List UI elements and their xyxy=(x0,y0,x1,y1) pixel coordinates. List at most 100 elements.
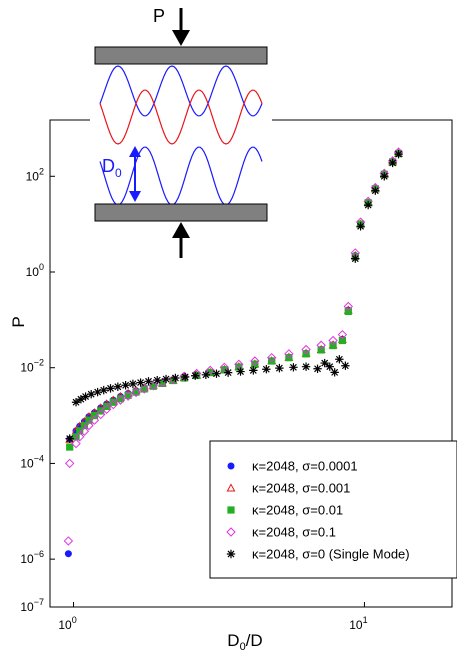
inset-gap-arrowhead-down xyxy=(129,191,141,202)
data-point-star xyxy=(128,379,138,389)
data-point-star xyxy=(191,371,200,380)
data-point-star xyxy=(113,382,123,391)
legend-box xyxy=(209,440,457,579)
inset-top-plate xyxy=(94,46,268,65)
data-point-square xyxy=(251,360,259,368)
data-point-diamond xyxy=(139,384,149,394)
data-point-star xyxy=(313,364,322,373)
y-axis-label: P xyxy=(9,316,28,327)
inset-bottom-wave xyxy=(99,146,263,206)
data-point-star xyxy=(320,358,329,368)
data-point-star xyxy=(371,186,380,195)
legend-label: κ=2048, σ=0 (Single Mode) xyxy=(252,547,410,562)
data-point-square xyxy=(206,369,214,377)
data-point-square xyxy=(220,366,228,374)
y-tick-label: 10−6 xyxy=(20,549,44,566)
legend-marker-triangle xyxy=(226,483,236,492)
data-point-diamond xyxy=(96,409,106,420)
data-point-diamond xyxy=(101,404,112,415)
data-point-square xyxy=(344,307,352,316)
inset-force-label: P xyxy=(153,6,165,26)
data-point-diamond xyxy=(234,359,244,369)
data-point-star xyxy=(65,434,74,443)
data-point-diamond xyxy=(316,340,326,350)
data-point-diamond xyxy=(84,420,94,431)
data-point-diamond xyxy=(79,426,90,436)
series-star xyxy=(65,149,403,443)
data-point-star xyxy=(335,355,344,364)
data-point-star xyxy=(330,368,339,377)
legend-marker-star xyxy=(226,549,236,559)
data-point-diamond xyxy=(148,381,158,391)
data-point-square xyxy=(76,427,84,435)
legend-marker-diamond xyxy=(226,527,236,537)
x-tick-label: 101 xyxy=(349,615,367,632)
data-point-square xyxy=(132,388,140,396)
data-point-diamond xyxy=(131,387,141,398)
x-tick-label: 100 xyxy=(58,615,76,632)
inset-schematic: P D0 xyxy=(90,4,272,258)
legend: κ=2048, σ=0.0001 κ=2048, σ=0.001 κ=2048, σ… xyxy=(209,440,457,579)
data-point-diamond xyxy=(250,356,260,366)
y-tick-label: 10−7 xyxy=(20,597,44,614)
legend-marker-square xyxy=(227,506,235,514)
data-point-star xyxy=(356,222,365,231)
data-point-square xyxy=(109,398,117,406)
data-point-diamond xyxy=(337,329,348,340)
data-point-star xyxy=(223,368,233,377)
data-point-star xyxy=(388,158,397,168)
data-point-star xyxy=(171,373,180,383)
data-point-star xyxy=(161,374,171,384)
data-point-star xyxy=(301,362,311,371)
data-point-star xyxy=(81,392,90,401)
data-point-square xyxy=(329,341,337,350)
data-point-star xyxy=(180,372,190,382)
inset-gap-label: D0 xyxy=(102,156,122,180)
x-axis-label: D0/D xyxy=(227,631,262,653)
data-point-star xyxy=(351,254,360,263)
data-point-star xyxy=(86,389,96,399)
inset-middle-wave xyxy=(99,89,263,145)
data-point-diamond xyxy=(74,432,85,442)
data-point-square xyxy=(140,385,148,393)
series-layer xyxy=(63,147,404,558)
data-point-diamond xyxy=(343,301,353,312)
data-point-star xyxy=(106,384,115,393)
y-tick-label: 10−4 xyxy=(20,453,44,470)
data-point-diamond xyxy=(157,377,168,388)
inset-bottom-plate xyxy=(94,203,268,222)
legend-entries: κ=2048, σ=0.0001 κ=2048, σ=0.001 κ=2048, σ… xyxy=(226,459,410,562)
data-point-square xyxy=(103,402,111,411)
data-point-star xyxy=(363,200,373,210)
data-point-star xyxy=(71,398,81,407)
legend-label: κ=2048, σ=0.1 xyxy=(252,525,336,540)
data-point-square xyxy=(116,395,125,403)
data-point-diamond xyxy=(115,395,126,405)
y-axis-ticks: 10−7 10−6 10−4 10−2 100 102 xyxy=(20,166,55,614)
data-point-square xyxy=(66,443,74,451)
data-point-diamond xyxy=(63,536,74,546)
data-point-diamond xyxy=(267,352,277,363)
data-point-star xyxy=(212,369,221,378)
data-point-circle xyxy=(64,550,72,558)
data-point-star xyxy=(275,363,284,373)
data-point-star xyxy=(289,363,298,372)
data-point-star xyxy=(136,378,145,387)
data-point-diamond xyxy=(89,415,100,425)
data-point-diamond xyxy=(108,399,119,410)
legend-label: κ=2048, σ=0.001 xyxy=(252,481,350,496)
x-axis-ticks: 100 101 xyxy=(58,602,368,632)
data-point-star xyxy=(236,367,245,376)
data-point-star xyxy=(325,362,334,371)
y-tick-label: 10−2 xyxy=(20,358,44,375)
data-point-star xyxy=(153,375,162,385)
data-point-diamond xyxy=(219,362,230,373)
data-point-star xyxy=(93,387,102,397)
legend-marker-circle xyxy=(227,462,235,470)
data-point-diamond xyxy=(328,335,338,346)
data-point-star xyxy=(341,361,350,370)
data-point-star xyxy=(121,381,130,390)
data-point-square xyxy=(235,363,243,371)
inset-bottom-arrowhead xyxy=(172,222,190,238)
series-diamond xyxy=(63,147,404,546)
